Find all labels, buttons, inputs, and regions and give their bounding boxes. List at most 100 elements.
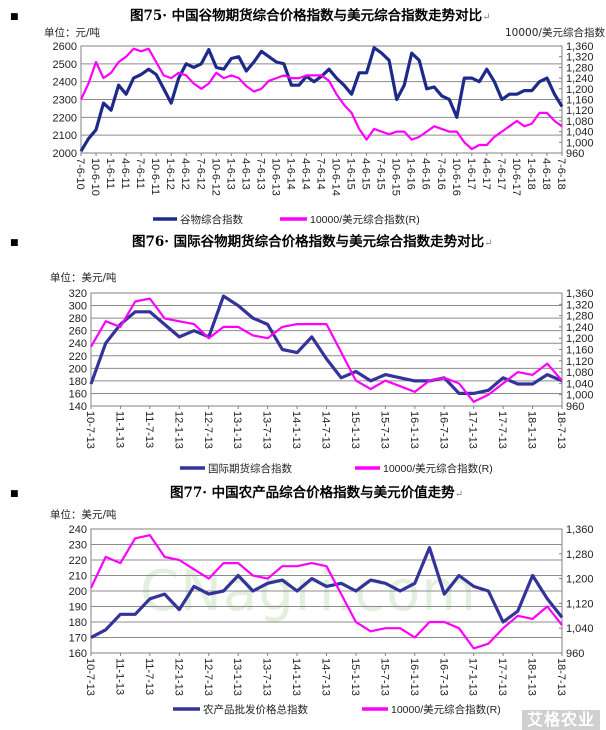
x-tick-label: 17-1-13	[467, 411, 479, 449]
y2-tick-label: 1,360	[566, 41, 594, 53]
chart-1: 2000 2100 2200 2300 2400 2500 2600 9601,0001,04…	[53, 41, 594, 226]
chart-3: 160 170 180 190 200 210 220 230 240 960 1,040 1,120…	[69, 524, 594, 716]
legend-label: 10000/美元综合指数(R)	[383, 462, 493, 475]
x-tick-label: 18-1-13	[526, 658, 538, 696]
x-tick-label: 1-6-17	[465, 158, 477, 190]
x-tick-label: 10-6-12	[209, 158, 221, 196]
x-tick-label: 13-1-13	[231, 411, 243, 449]
y2-tick-label: 1,080	[566, 116, 594, 128]
y2-tick-label: 960	[566, 648, 584, 660]
x-tick-label: 10-6-11	[149, 158, 161, 195]
y2-tick-label: 1,160	[566, 345, 594, 357]
y-tick-label: 320	[69, 288, 87, 300]
y2-tick-label: 1,200	[566, 333, 594, 345]
y2-tick-label: 1,080	[566, 367, 594, 379]
x-tick-label: 12-1-13	[172, 411, 184, 449]
bullet-icon: ■	[10, 12, 19, 22]
y2-tick-label: 1,360	[566, 288, 594, 300]
x-tick-label: 11-7-13	[143, 411, 155, 448]
chart-2: 1401601802002202402602803003209601,0001,…	[69, 288, 594, 475]
x-tick-label: 18-7-13	[555, 658, 567, 696]
y-tick-label: 230	[69, 540, 87, 552]
x-tick-label: 4-6-17	[480, 158, 492, 190]
legend-label: 10000/美元综合指数(R)	[310, 213, 420, 226]
y-tick-label: 200	[69, 363, 87, 375]
x-tick-label: 10-6-16	[450, 158, 462, 196]
y2-tick-label: 1,040	[566, 378, 594, 390]
x-tick-label: 11-1-13	[113, 411, 125, 448]
chart-title-text: 图76· 国际谷物期货综合价格指数与美元综合指数走势对比	[132, 234, 485, 250]
x-tick-label: 1-6-15	[345, 158, 357, 190]
y-tick-label: 170	[69, 633, 87, 645]
x-tick-label: 17-1-13	[467, 658, 479, 696]
x-tick-label: 16-7-13	[437, 411, 449, 449]
x-tick-label: 14-1-13	[290, 411, 302, 449]
y-tick-label: 2500	[53, 59, 77, 71]
legend-label: 谷物综合指数	[180, 213, 243, 226]
paragraph-mark-icon: ↵	[482, 12, 491, 23]
x-tick-label: 15-1-13	[349, 411, 361, 449]
x-tick-label: 7-6-12	[194, 158, 206, 190]
y-tick-label: 190	[69, 602, 87, 614]
y2-axis-label: 10000/美元综合指数	[505, 27, 605, 39]
x-tick-label: 17-7-13	[496, 411, 508, 449]
x-tick-label: 4-6-18	[540, 158, 552, 190]
y-tick-label: 180	[69, 376, 87, 388]
x-tick-label: 11-7-13	[143, 658, 155, 695]
y2-tick-label: 1,040	[566, 623, 594, 635]
x-tick-label: 7-6-18	[555, 158, 567, 190]
x-tick-label: 4-6-14	[299, 158, 311, 190]
x-tick-label: 10-7-13	[84, 658, 96, 696]
y2-tick-label: 1,000	[566, 390, 594, 402]
y-tick-label: 210	[69, 571, 87, 583]
x-tick-label: 13-1-13	[231, 658, 243, 696]
series-line-index	[90, 545, 564, 639]
x-tick-label: 1-6-11	[104, 158, 116, 189]
y-tick-label: 2000	[53, 148, 77, 160]
y-tick-label: 280	[69, 313, 87, 325]
legend-label: 农产品批发价格总指数	[203, 703, 308, 716]
bullet-icon: ■	[10, 238, 19, 248]
x-tick-label: 10-6-13	[269, 158, 281, 196]
y-tick-label: 2400	[53, 77, 77, 89]
bullet-icon: ■	[10, 489, 19, 499]
y2-tick-label: 1,320	[566, 299, 594, 311]
x-tick-label: 14-7-13	[320, 411, 332, 449]
y-tick-label: 140	[69, 401, 87, 413]
y2-tick-label: 1,320	[566, 52, 594, 64]
x-tick-label: 12-7-13	[202, 658, 214, 696]
y2-tick-label: 1,200	[566, 84, 594, 96]
y-tick-label: 2200	[53, 112, 77, 124]
x-tick-label: 1-6-13	[224, 158, 236, 190]
y-tick-label: 160	[69, 388, 87, 400]
y-tick-label: 220	[69, 555, 87, 567]
y-tick-label: 300	[69, 301, 87, 313]
x-tick-label: 7-6-15	[375, 158, 387, 190]
chart-title-text: 图75· 中国谷物期货综合价格指数与美元综合指数走势对比	[130, 8, 483, 24]
x-tick-label: 7-6-13	[254, 158, 266, 190]
x-tick-label: 13-7-13	[261, 658, 273, 696]
x-tick-label: 17-7-13	[496, 658, 508, 696]
x-tick-label: 12-1-13	[172, 658, 184, 696]
paragraph-mark-icon: ↵	[454, 489, 464, 500]
series-line-index	[89, 294, 563, 395]
y-tick-label: 240	[69, 524, 87, 536]
paragraph-mark-icon: ↵	[484, 238, 493, 249]
y-tick-label: 2300	[53, 95, 77, 107]
chart-title: 图77· 中国农产品综合价格指数与美元价值走势↵	[170, 485, 463, 503]
chart-title: 图75· 中国谷物期货综合价格指数与美元综合指数走势对比↵	[130, 8, 491, 26]
chart-title-text: 图77· 中国农产品综合价格指数与美元价值走势	[170, 485, 455, 501]
series-line-dollar	[80, 47, 563, 151]
x-tick-label: 7-6-16	[435, 158, 447, 190]
x-tick-label: 1-6-12	[164, 158, 176, 190]
y2-tick-label: 1,040	[566, 127, 594, 139]
x-tick-label: 10-6-10	[89, 158, 101, 196]
x-tick-label: 16-1-13	[408, 411, 420, 449]
x-tick-label: 4-6-16	[420, 158, 432, 190]
y-tick-label: 200	[69, 586, 87, 598]
x-tick-label: 4-6-12	[179, 158, 191, 190]
x-tick-label: 16-7-13	[437, 658, 449, 696]
x-tick-label: 7-6-10	[74, 158, 86, 190]
y2-tick-label: 1,200	[566, 574, 594, 586]
y-tick-label: 160	[69, 648, 87, 660]
